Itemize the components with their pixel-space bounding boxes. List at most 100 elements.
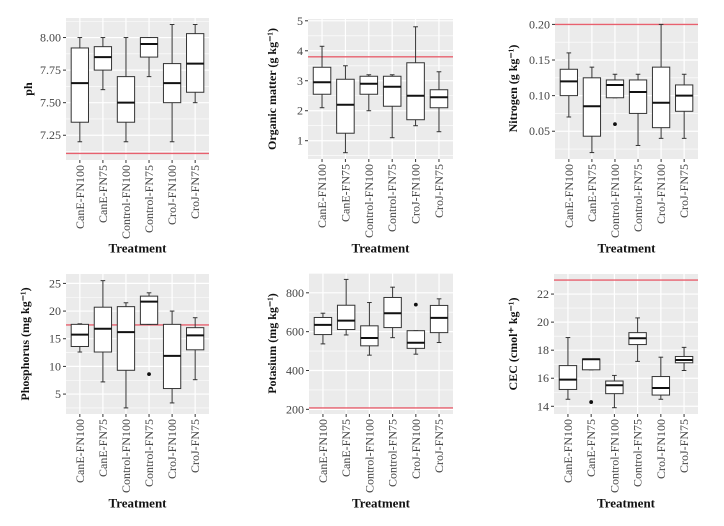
box-iqr xyxy=(429,89,449,109)
box-iqr xyxy=(628,79,648,114)
x-axis-title: Treatment xyxy=(597,496,656,511)
x-tick-label: Control-FN100 xyxy=(119,165,133,239)
y-axis-title: Potasium (mg kg⁻¹) xyxy=(265,293,279,394)
x-tick-label: CanE-FN75 xyxy=(339,419,353,477)
boxplot-CanE-FN75 xyxy=(582,66,602,154)
boxplot-CroJ-FN75 xyxy=(186,317,205,381)
boxplot-CroJ-FN75 xyxy=(675,73,694,139)
x-tick-label: CanE-FN100 xyxy=(316,419,330,483)
y-tick-label: 0.20 xyxy=(529,17,550,31)
x-tick-label: Control-FN75 xyxy=(631,164,645,232)
y-axis-title: Organic matter (g kg⁻¹) xyxy=(265,28,279,150)
y-tick-label: 20 xyxy=(537,315,549,329)
y-axis-title: Nitrogen (g kg⁻¹) xyxy=(506,45,520,133)
boxplot-CanE-FN75 xyxy=(581,358,601,404)
x-tick-label: CroJ-FN100 xyxy=(165,165,179,225)
panel-cec: 14 16 18 20 22 CanE-FN100 CanE-FN75 Control-FN1… xyxy=(506,274,698,511)
box-iqr xyxy=(406,330,426,349)
box-iqr xyxy=(675,84,694,112)
box-iqr xyxy=(382,75,402,107)
boxplot-CroJ-FN100 xyxy=(162,310,182,404)
box-iqr xyxy=(139,295,159,325)
y-tick-label: 3 xyxy=(297,74,303,88)
y-tick-label: 18 xyxy=(537,343,549,357)
box-iqr xyxy=(336,78,355,134)
x-tick-label: Control-FN100 xyxy=(119,419,133,493)
y-tick-label: 16 xyxy=(537,371,549,385)
box-iqr xyxy=(605,380,624,395)
panel-background xyxy=(555,18,698,159)
box-iqr xyxy=(336,304,356,331)
x-axis-title: Treatment xyxy=(598,241,657,256)
y-tick-label: 25 xyxy=(49,276,61,290)
x-tick-label: CanE-FN75 xyxy=(96,419,110,477)
box-iqr xyxy=(581,358,601,371)
boxplot-CanE-FN75 xyxy=(336,278,356,336)
x-tick-label: CanE-FN100 xyxy=(562,164,576,228)
panel-background xyxy=(309,273,453,414)
x-tick-label: CroJ-FN100 xyxy=(654,164,668,224)
boxplot-CanE-FN100 xyxy=(70,37,89,143)
y-tick-label: 2 xyxy=(297,104,303,118)
y-tick-label: 5 xyxy=(55,387,61,401)
boxplot-CroJ-FN75 xyxy=(674,346,694,372)
boxplot-Control-FN100 xyxy=(116,302,136,409)
outlier-point xyxy=(147,372,151,377)
boxplot-Control-FN100 xyxy=(605,374,624,409)
y-tick-label: 7.50 xyxy=(40,96,61,110)
boxplot-CanE-FN75 xyxy=(336,65,355,154)
box-iqr xyxy=(360,325,379,347)
y-tick-label: 5 xyxy=(297,14,303,28)
boxplot-CanE-FN100 xyxy=(559,52,578,118)
box-iqr xyxy=(139,37,159,58)
y-tick-label: 10 xyxy=(49,359,61,373)
box-iqr xyxy=(70,47,89,123)
box-iqr xyxy=(429,304,449,334)
box-iqr xyxy=(359,75,379,95)
box-iqr xyxy=(116,306,136,371)
y-axis-title: Phosphorus (mg kg⁻¹) xyxy=(18,287,32,400)
y-tick-label: 400 xyxy=(286,363,304,377)
x-axis-title: Treatment xyxy=(109,241,168,256)
y-axis-title: ph xyxy=(21,82,35,96)
x-tick-label: CroJ-FN100 xyxy=(165,419,179,479)
panel-organic-matter: 1 2 3 4 5 CanE-FN100 CanE-FN75 Control-FN100 Con… xyxy=(265,14,453,256)
x-tick-label: Control-FN75 xyxy=(386,419,400,487)
box-iqr xyxy=(93,46,113,71)
boxplot-Control-FN100 xyxy=(116,37,136,143)
x-tick-label: CanE-FN75 xyxy=(584,419,598,477)
boxplot-CanE-FN100 xyxy=(558,337,578,400)
boxplot-Control-FN75 xyxy=(382,74,402,139)
y-tick-label: 600 xyxy=(286,325,304,339)
x-tick-label: Control-FN75 xyxy=(385,164,399,232)
box-iqr xyxy=(558,365,578,390)
y-tick-label: 0.05 xyxy=(529,124,550,138)
y-tick-label: 4 xyxy=(297,44,303,58)
y-tick-label: 0.15 xyxy=(529,53,550,67)
y-tick-label: 7.25 xyxy=(40,128,61,142)
boxplot-Control-FN75 xyxy=(628,73,648,146)
x-tick-label: CroJ-FN100 xyxy=(409,419,423,479)
panel-background xyxy=(308,19,453,159)
panel-potassium: 200 400 600 800 CanE-FN100 CanE-FN75 Control-F… xyxy=(265,273,453,511)
boxplot-CanE-FN75 xyxy=(93,37,113,91)
panel-background xyxy=(66,18,209,160)
x-axis-title: Treatment xyxy=(352,496,411,511)
x-tick-label: Control-FN75 xyxy=(142,419,156,487)
outlier-point xyxy=(413,302,418,307)
x-tick-label: CroJ-FN75 xyxy=(188,419,202,473)
x-tick-label: CroJ-FN100 xyxy=(409,164,423,224)
x-tick-label: CanE-FN75 xyxy=(338,164,352,222)
boxplot-CroJ-FN75 xyxy=(429,298,449,344)
boxplot-Control-FN100 xyxy=(605,73,625,127)
panel-phosphorus: 5 10 15 20 25 CanE-FN100 CanE-FN75 Control-FN10… xyxy=(18,274,209,511)
y-tick-label: 800 xyxy=(286,286,304,300)
x-axis-title: Treatment xyxy=(352,241,411,256)
box-iqr xyxy=(605,79,625,99)
boxplot-CanE-FN100 xyxy=(313,312,333,345)
x-tick-label: Control-FN75 xyxy=(142,165,156,233)
y-tick-label: 14 xyxy=(537,399,549,413)
panel-background xyxy=(554,274,698,414)
box-iqr xyxy=(186,327,205,351)
